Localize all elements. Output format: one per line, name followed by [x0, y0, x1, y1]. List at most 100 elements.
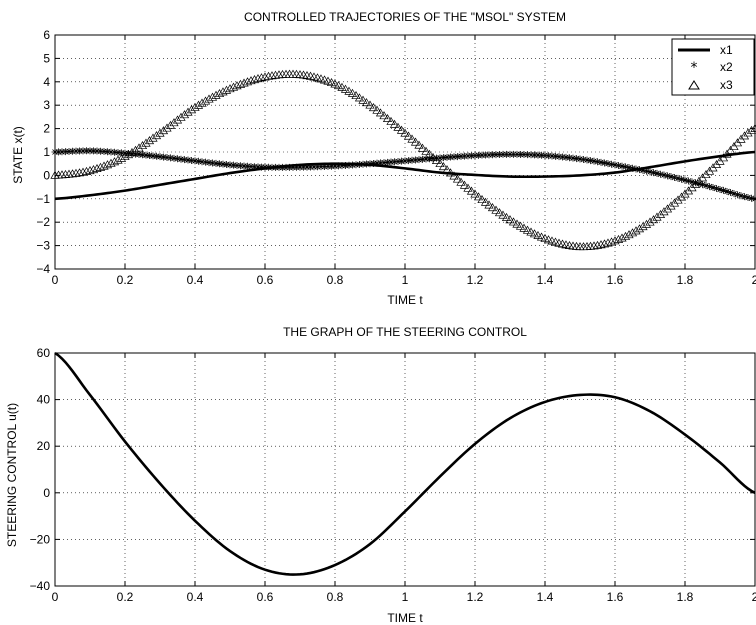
- data-point-triangle: [431, 155, 442, 164]
- data-point-triangle: [88, 165, 99, 174]
- y-axis-label: STATE x(t): [11, 126, 25, 184]
- data-point-triangle: [631, 226, 641, 235]
- data-point-star: [576, 155, 584, 163]
- data-point-star: [678, 175, 685, 183]
- data-point-star: [657, 170, 664, 178]
- data-point-star: [632, 165, 640, 173]
- x-tick-label: 1.2: [467, 590, 484, 604]
- data-point-star: [167, 154, 174, 162]
- data-point-triangle: [200, 96, 211, 105]
- data-point-triangle: [505, 215, 515, 224]
- data-point-triangle: [179, 110, 190, 119]
- data-point-triangle: [620, 231, 631, 240]
- data-point-triangle: [386, 116, 396, 125]
- plot-frame: [54, 34, 756, 270]
- data-point-star: [177, 155, 185, 163]
- x-tick-label: 1.8: [677, 273, 694, 287]
- trajectories-chart: CONTROLLED TRAJECTORIES OF THE "MSOL" SY…: [11, 10, 756, 307]
- series-layer: [50, 69, 756, 251]
- data-point-triangle: [393, 122, 403, 131]
- y-tick-label: 0: [43, 486, 50, 500]
- data-point-star: [660, 171, 668, 179]
- data-point-triangle: [452, 174, 463, 183]
- data-point-triangle: [652, 212, 662, 221]
- data-point-triangle: [522, 225, 533, 234]
- y-tick-label: 60: [37, 346, 51, 360]
- data-point-triangle: [445, 168, 456, 177]
- data-point-star: [685, 177, 692, 185]
- data-point-triangle: [515, 221, 526, 230]
- data-point-triangle: [344, 86, 354, 95]
- data-point-star: [688, 178, 696, 186]
- x-tick-label: 1: [402, 590, 409, 604]
- data-point-star: [709, 184, 717, 192]
- data-point-triangle: [449, 171, 459, 180]
- data-point-triangle: [197, 98, 207, 107]
- data-point-triangle: [151, 131, 162, 140]
- x-tick-label: 0.4: [187, 273, 204, 287]
- series-layer: [54, 351, 756, 576]
- data-point-triangle: [81, 166, 92, 175]
- y-tick-label: −2: [36, 215, 50, 229]
- data-point-triangle: [218, 87, 228, 96]
- data-point-triangle: [134, 143, 144, 152]
- data-point-star: [667, 173, 675, 181]
- data-point-star: [191, 157, 199, 165]
- data-point-triangle: [249, 75, 260, 84]
- data-point-triangle: [648, 215, 659, 224]
- data-point-triangle: [403, 131, 414, 140]
- data-point-star: [695, 180, 703, 188]
- data-point-star: [716, 185, 724, 193]
- data-point-star: [650, 169, 657, 177]
- data-point-star: [706, 183, 713, 191]
- data-point-star: [566, 154, 573, 162]
- data-point-triangle: [109, 157, 120, 166]
- x-tick-label: 2: [752, 273, 756, 287]
- grid: [55, 353, 755, 586]
- data-point-triangle: [617, 233, 627, 242]
- data-point-triangle: [589, 241, 599, 250]
- legend-x3-swatch: [688, 80, 700, 90]
- data-point-triangle: [361, 98, 372, 107]
- data-point-triangle: [186, 105, 197, 114]
- data-point-star: [573, 155, 580, 163]
- legend-box: [671, 38, 755, 96]
- data-point-triangle: [379, 111, 389, 120]
- data-point-star: [741, 193, 748, 201]
- y-tick-label: −3: [36, 239, 50, 253]
- data-point-triangle: [512, 219, 522, 228]
- data-point-star: [597, 158, 605, 166]
- x-tick-label: 0.2: [117, 273, 134, 287]
- data-point-triangle: [113, 155, 123, 164]
- data-point-triangle: [375, 108, 386, 117]
- data-point-triangle: [456, 177, 466, 186]
- data-point-triangle: [414, 140, 424, 149]
- data-point-triangle: [596, 240, 606, 249]
- data-point-triangle: [85, 166, 95, 175]
- data-point-triangle: [673, 195, 683, 204]
- data-point-star: [713, 184, 720, 192]
- data-point-triangle: [529, 229, 540, 238]
- x-tick-label: 1.4: [537, 273, 554, 287]
- data-point-triangle: [624, 230, 634, 239]
- data-point-star: [594, 158, 601, 166]
- data-point-triangle: [127, 147, 137, 156]
- data-point-star: [583, 156, 591, 164]
- data-point-triangle: [438, 162, 449, 171]
- data-point-triangle: [165, 120, 176, 129]
- data-point-triangle: [204, 94, 214, 103]
- y-tick-label: 5: [43, 51, 50, 65]
- data-point-star: [643, 167, 650, 175]
- data-point-star: [744, 194, 752, 202]
- data-point-triangle: [498, 210, 508, 219]
- data-point-triangle: [158, 126, 169, 135]
- data-point-triangle: [340, 84, 351, 93]
- data-point-triangle: [746, 125, 756, 134]
- data-point-triangle: [267, 71, 277, 80]
- x-tick-label: 0: [52, 590, 59, 604]
- data-point-triangle: [508, 217, 519, 226]
- y-axis-label: STEERING CONTROL u(t): [5, 403, 19, 547]
- data-point-triangle: [162, 123, 172, 132]
- x-tick-label: 0.2: [117, 590, 134, 604]
